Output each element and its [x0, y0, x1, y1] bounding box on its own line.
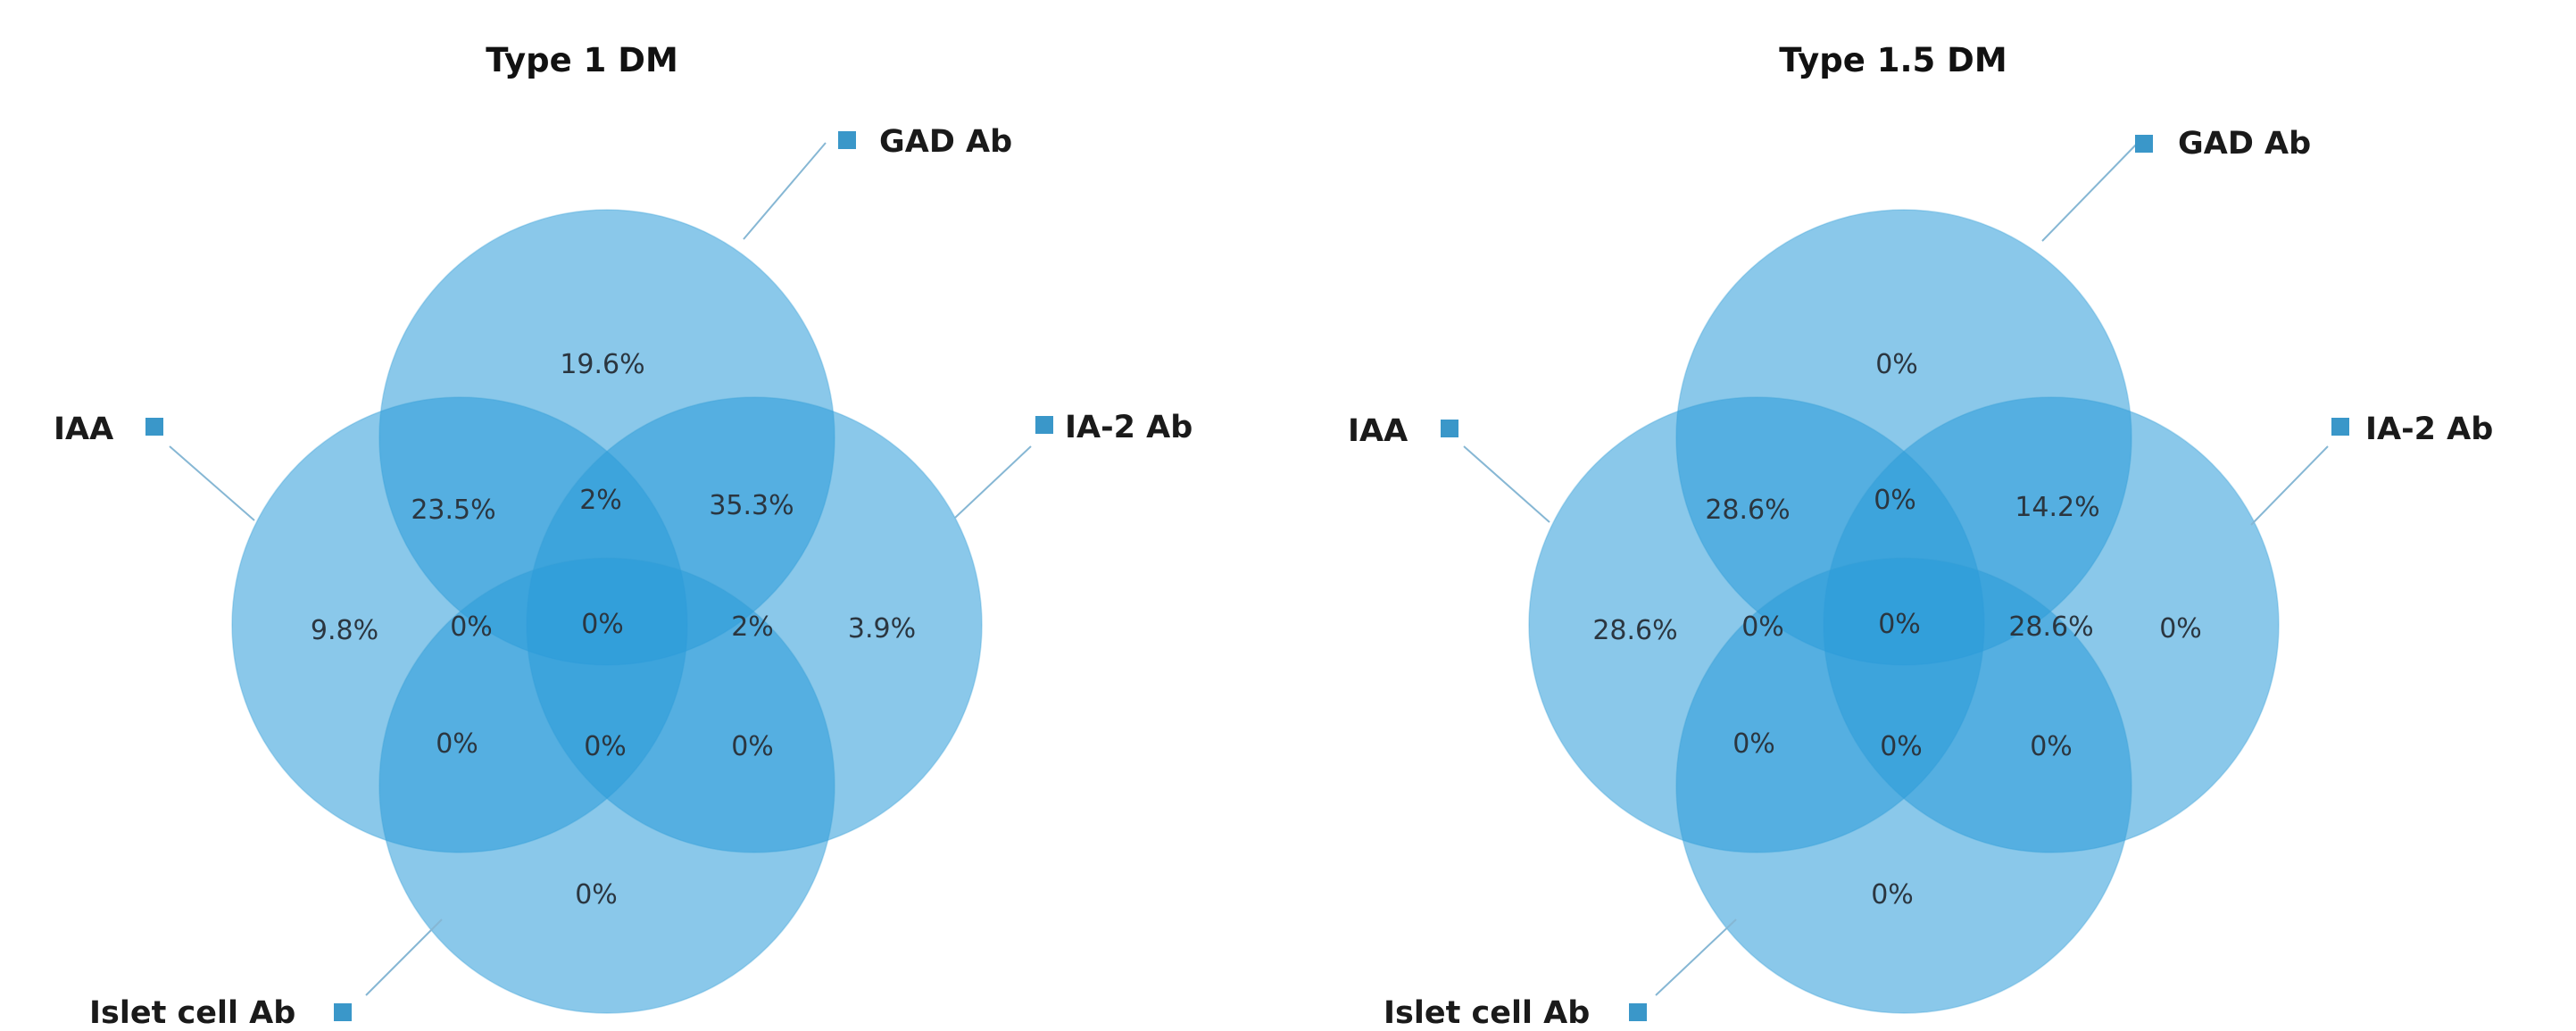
region-value: 0% — [1875, 349, 1918, 380]
region-value: 0% — [1871, 879, 1914, 910]
legend-marker-ia2 — [2331, 418, 2349, 436]
region-value: 0% — [1874, 485, 1916, 516]
set-label-gad: GAD Ab — [2178, 126, 2311, 162]
region-value: 0% — [584, 731, 627, 762]
region-value: 35.3% — [709, 490, 794, 521]
venn-panel-type15: Type 1.5 DM GAD Ab IAA IA-2 Ab Islet cel… — [1348, 41, 2493, 1031]
set-label-islet: Islet cell Ab — [89, 995, 295, 1031]
region-value: 0% — [1880, 731, 1923, 762]
region-value: 2% — [579, 485, 622, 516]
legend-marker-islet — [334, 1003, 352, 1021]
leader-line-iaa — [169, 445, 255, 521]
legend-marker-iaa — [1441, 420, 1458, 437]
region-value: 0% — [1733, 728, 1775, 760]
region-value: 0% — [575, 879, 618, 910]
set-label-iaa: IAA — [54, 412, 113, 447]
set-label-ia2: IA-2 Ab — [2365, 412, 2493, 447]
region-value: 9.8% — [311, 615, 378, 646]
leader-line-islet — [365, 919, 443, 996]
region-value: 0% — [2030, 731, 2073, 762]
leader-line-ia2 — [954, 445, 1032, 519]
region-value: 0% — [2159, 613, 2202, 644]
venn-circle-islet — [1675, 557, 2132, 1014]
leader-line-iaa — [1463, 445, 1550, 523]
region-value: 0% — [581, 609, 624, 640]
set-label-islet: Islet cell Ab — [1384, 995, 1590, 1031]
region-value: 2% — [731, 611, 774, 643]
region-value: 3.9% — [848, 613, 916, 644]
legend-marker-islet — [1629, 1003, 1647, 1021]
set-label-gad: GAD Ab — [879, 124, 1012, 160]
region-value: 28.6% — [1592, 615, 1677, 646]
legend-marker-gad — [838, 131, 856, 149]
panel-title: Type 1 DM — [486, 41, 678, 79]
leader-line-ia2 — [2250, 445, 2329, 526]
leader-line-gad — [2041, 142, 2139, 242]
set-label-ia2: IA-2 Ab — [1065, 410, 1192, 445]
set-label-iaa: IAA — [1348, 413, 1408, 449]
legend-marker-ia2 — [1035, 416, 1053, 434]
region-value: 0% — [450, 611, 493, 643]
region-value: 0% — [1741, 611, 1784, 643]
region-value: 14.2% — [2015, 492, 2099, 523]
region-value: 0% — [436, 728, 478, 760]
panel-title: Type 1.5 DM — [1779, 41, 2007, 79]
region-value: 28.6% — [2008, 611, 2093, 643]
region-value: 23.5% — [411, 495, 495, 526]
legend-marker-gad — [2135, 135, 2153, 153]
venn-circle-islet — [378, 557, 835, 1014]
leader-line-gad — [743, 142, 827, 240]
legend-marker-iaa — [145, 418, 163, 436]
region-value: 0% — [731, 731, 774, 762]
region-value: 28.6% — [1705, 495, 1790, 526]
region-value: 0% — [1878, 609, 1921, 640]
region-value: 19.6% — [560, 349, 644, 380]
venn-panel-type1: Type 1 DM GAD Ab IAA IA-2 Ab Islet cell … — [54, 41, 1192, 1031]
leader-line-islet — [1655, 919, 1737, 996]
